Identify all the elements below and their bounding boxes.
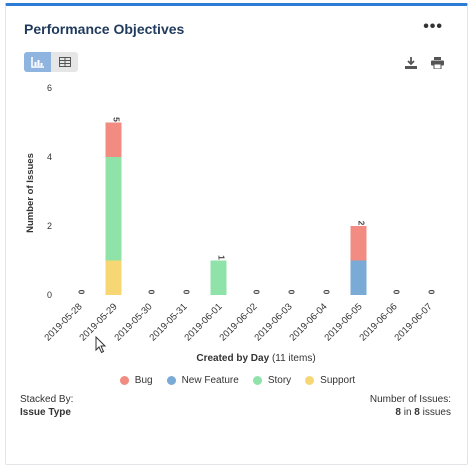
legend-label: Support [320,375,356,386]
legend-item-support[interactable]: Support [305,375,355,386]
legend-swatch [252,376,262,385]
bar-chart-icon [30,56,44,68]
bar-total-label: 2 [357,221,367,226]
bar-total-label: 0 [147,290,157,295]
bar-segment-bug[interactable] [105,122,122,158]
bar-total-label: 0 [77,290,87,295]
gadget-card: Performance Objectives ••• [5,3,468,465]
mouse-cursor-icon [95,336,107,354]
bar-segment-new-feature[interactable] [350,260,367,296]
stacked-by-value: Issue Type [20,407,71,418]
bar-total-label: 0 [427,290,437,295]
y-tick-label: 4 [47,152,52,162]
legend-label: New Feature [181,375,239,386]
y-tick-label: 2 [47,221,52,231]
issue-count-label: Number of Issues: [369,394,451,405]
bar-segment-story[interactable] [210,260,227,296]
legend-item-new-feature[interactable]: New Feature [166,375,239,386]
bar-total-label: 1 [217,255,227,260]
legend-swatch [166,376,176,385]
legend-swatch [119,376,129,385]
x-tick-label: 2019-06-07 [392,301,434,343]
table-view-button[interactable] [51,52,78,72]
legend-item-story[interactable]: Story [252,375,292,386]
issue-count-total: 8 [414,407,420,418]
table-icon [58,57,71,67]
bar-total-label: 0 [322,290,332,295]
stacked-by-info: Stacked By: Issue Type [20,393,73,419]
issue-count-info: Number of Issues: 8 in 8 issues [370,393,451,419]
issue-count-in: in [403,407,412,418]
more-options-button[interactable]: ••• [423,18,443,35]
print-button[interactable] [431,56,444,74]
x-axis-label: Created by Day (11 items) [196,353,315,364]
bar-total-label: 5 [112,117,122,122]
chart-view-button[interactable] [24,52,51,72]
view-toggle [24,52,78,72]
bar-segment-support[interactable] [105,260,122,296]
gadget-title: Performance Objectives [24,21,185,37]
bar-segment-story[interactable] [105,157,122,261]
legend-label: Story [267,375,292,386]
issue-count-value: 8 [395,407,401,418]
legend-label: Bug [134,375,153,386]
bar-total-label: 0 [182,290,192,295]
legend-item-bug[interactable]: Bug [119,375,153,386]
stacked-by-label: Stacked By: [20,394,74,405]
chart-legend: Bug New Feature Story Support [6,375,469,386]
issue-count-suffix: issues [422,407,451,418]
download-button[interactable] [405,56,417,74]
y-tick-label: 6 [47,83,52,93]
y-axis-label: Number of Issues [25,153,36,233]
bar-total-label: 0 [287,290,297,295]
bar-total-label: 0 [392,290,402,295]
y-tick-label: 0 [47,290,52,300]
bar-segment-bug[interactable] [350,226,367,261]
download-icon [405,57,417,69]
bar-total-label: 0 [252,290,262,295]
legend-swatch [305,376,315,385]
